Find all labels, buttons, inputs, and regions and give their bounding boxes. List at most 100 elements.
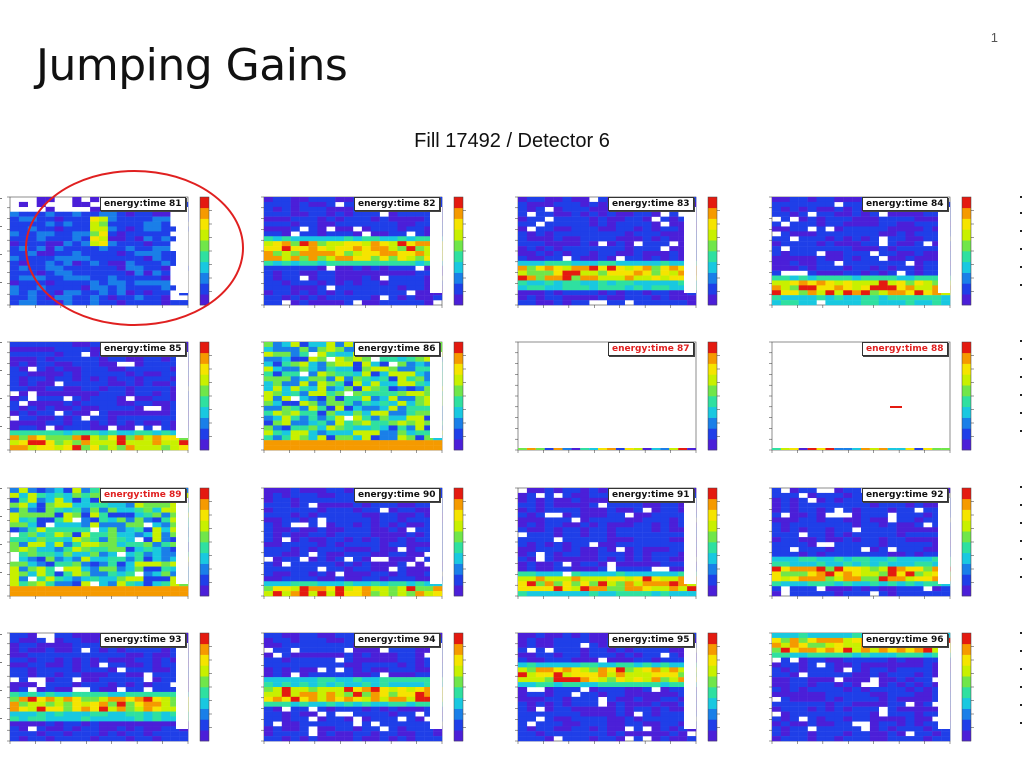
heatmap-cell (10, 522, 20, 528)
heatmap-cell (843, 251, 853, 257)
heatmap-cell (134, 356, 144, 362)
heatmap-cell (651, 211, 661, 217)
heatmap-cell (299, 201, 309, 208)
heatmap-cell (161, 662, 171, 668)
heatmap-cell (18, 351, 28, 357)
heatmap-cell (143, 400, 153, 407)
heatmap-cell (598, 556, 608, 562)
heatmap-cell (299, 647, 309, 653)
heatmap-cell (72, 260, 82, 266)
heatmap-cell (651, 502, 661, 508)
heatmap-cell (361, 571, 371, 577)
heatmap-cell (90, 381, 100, 387)
heatmap-cell (869, 255, 879, 262)
heatmap-cell (107, 400, 117, 407)
heatmap-cell (424, 356, 434, 362)
heatmap-cell (161, 726, 171, 732)
heatmap-cell (361, 502, 371, 508)
heatmap-cell (807, 300, 817, 306)
heatmap-cell (308, 546, 318, 553)
heatmap-cell (90, 400, 100, 407)
heatmap-cell (18, 507, 28, 513)
heatmap-cell (834, 576, 844, 582)
heatmap-cell (134, 691, 144, 698)
heatmap-cell (905, 221, 915, 227)
heatmap-cell (379, 716, 389, 722)
heatmap-cell (116, 696, 126, 702)
heatmap-cell (107, 591, 117, 597)
heatmap-cell (125, 507, 135, 513)
heatmap-cell (861, 226, 871, 232)
heatmap-cell (424, 410, 434, 416)
heatmap-cell (598, 197, 608, 203)
heatmap-cell (179, 440, 189, 446)
heatmap-cell (607, 251, 617, 257)
heatmap-cell (651, 532, 661, 538)
heatmap-cell (780, 201, 790, 208)
heatmap-cell (370, 420, 380, 426)
heatmap-cell (789, 206, 799, 212)
heatmap-cell (553, 556, 563, 562)
heatmap-cell (308, 405, 318, 411)
heatmap-cell (843, 270, 853, 276)
heatmap-cell (825, 591, 835, 597)
heatmap-cell (72, 566, 82, 572)
heatmap-cell (914, 216, 924, 222)
heatmap-cell (18, 216, 28, 222)
heatmap-cell (660, 537, 670, 543)
heatmap-cell (571, 231, 581, 237)
heatmap-cell (143, 527, 153, 533)
heatmap-cell (10, 356, 20, 362)
heatmap-cell (852, 255, 862, 262)
heatmap-cell (932, 270, 942, 276)
heatmap-cell (344, 197, 354, 203)
heatmap-cell (54, 682, 64, 688)
heatmap-cell (624, 556, 634, 562)
heatmap-cell (36, 488, 46, 494)
heatmap-cell (798, 537, 808, 543)
heatmap-cell (27, 591, 37, 597)
heatmap-cell (370, 662, 380, 668)
heatmap-cell (424, 440, 434, 446)
heatmap-cell (544, 265, 554, 271)
heatmap-cell (99, 546, 109, 553)
heatmap-cell (63, 351, 73, 357)
heatmap-cell (170, 260, 180, 266)
heatmap-cell (81, 231, 91, 237)
heatmap-cell (134, 556, 144, 562)
heatmap-cell (99, 657, 109, 663)
heatmap-cell (861, 448, 870, 450)
heatmap-cell (90, 280, 100, 286)
heatmap-cell (281, 566, 291, 572)
heatmap-cell (335, 346, 345, 353)
heatmap-cell (562, 551, 572, 557)
heatmap-cell (406, 391, 416, 397)
heatmap-cell (27, 270, 37, 276)
heatmap-cell (72, 275, 82, 281)
heatmap-cell (116, 400, 126, 407)
heatmap-cell (344, 201, 354, 208)
heatmap-cell (18, 566, 28, 572)
heatmap-cell (290, 581, 300, 587)
heatmap-cell (598, 527, 608, 533)
heatmap-cell (598, 231, 608, 237)
heatmap-cell (388, 591, 398, 597)
heatmap-cell (379, 527, 389, 533)
heatmap-cell (344, 221, 354, 227)
heatmap-cell (90, 351, 100, 357)
heatmap-cell (651, 255, 661, 262)
heatmap-cell (633, 226, 643, 232)
heatmap-cell (27, 512, 37, 518)
heatmap-cell (134, 391, 144, 397)
heatmap-cell (90, 285, 100, 291)
heatmap-cell (143, 280, 153, 286)
heatmap-cell (526, 251, 536, 257)
heatmap-cell (905, 542, 915, 548)
axis-ticks (7, 196, 189, 308)
heatmap-cell (642, 246, 652, 252)
heatmap-cell (852, 197, 862, 203)
heatmap-cell (896, 241, 906, 247)
heatmap-cell (317, 546, 327, 553)
heatmap-cell (264, 633, 274, 639)
heatmap-cell (361, 662, 371, 668)
